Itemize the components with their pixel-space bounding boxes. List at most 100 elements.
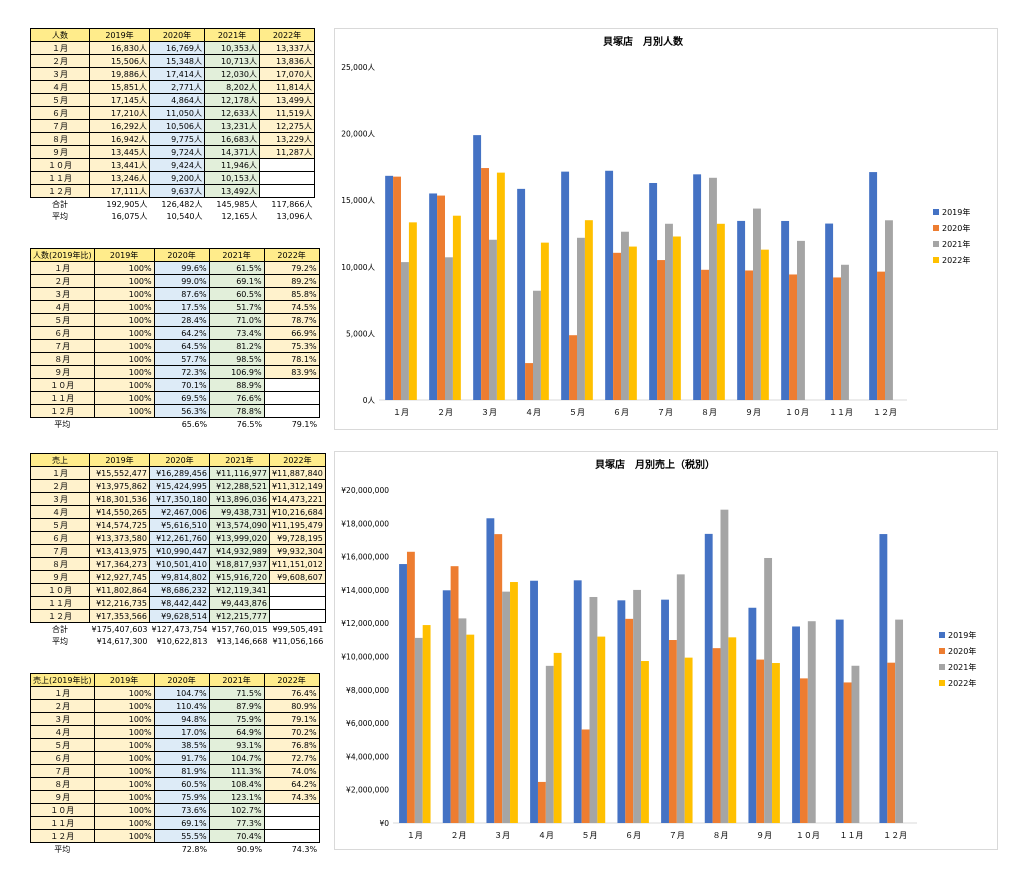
row-label: １月 (30, 686, 95, 700)
visitors-chart-panel: 貝塚店 月別人数 0人 5,000人 10,000人 15,000人 20,000人 25,… (334, 28, 998, 430)
bar-2022年-３月 (496, 172, 505, 400)
table-cell: 13,445人 (89, 145, 150, 159)
row-label: ３月 (30, 712, 95, 726)
table-cell: ¥9,443,876 (208, 596, 270, 610)
bar-2019年-１１月 (825, 223, 834, 400)
table-cell (94, 417, 155, 430)
table-cell: ¥8,686,232 (149, 583, 210, 597)
bar-2021年-６月 (633, 589, 642, 823)
table-cell: ¥9,728,195 (268, 531, 326, 545)
x-tick-label: ３月 (481, 408, 497, 417)
row-label: ４月 (30, 725, 95, 739)
table-cell (94, 842, 155, 855)
bar-2021年-５月 (577, 237, 585, 400)
legend-label: 2021年 (948, 662, 976, 672)
legend-label: 2020年 (948, 646, 976, 656)
row-label: ９月 (30, 790, 95, 804)
x-tick-label: １１月 (829, 408, 853, 417)
table-cell (263, 404, 320, 418)
y-tick-label: ¥20,000,000 (341, 486, 389, 495)
bar-2022年-８月 (716, 223, 725, 400)
bar-2022年-２月 (466, 634, 475, 823)
bar-2021年-９月 (764, 557, 773, 823)
table-cell: 2020年 (153, 673, 210, 687)
table-cell: ¥9,608,607 (268, 570, 326, 584)
bar-2019年-１１月 (835, 619, 844, 823)
table-cell: 9,424人 (149, 158, 205, 172)
x-tick-label: １０月 (785, 408, 809, 417)
table-cell: 72.8% (154, 842, 210, 855)
table-row: ９月 13,445人 9,724人 14,371人 11,287人 (30, 145, 315, 159)
table-cell: 81.2% (208, 339, 265, 353)
row-label: １２月 (30, 609, 90, 623)
table-row: ８月 ¥17,364,273 ¥10,501,410 ¥18,817,937 ¥11,1… (30, 557, 326, 571)
table-cell: 75.9% (153, 790, 210, 804)
x-tick-label: ２月 (437, 408, 453, 417)
table-cell: 2022年 (259, 28, 315, 42)
bar-2021年-２月 (445, 257, 453, 400)
table-cell: 106.9% (208, 365, 265, 379)
row-label: ６月 (30, 106, 90, 120)
table-cell: 77.3% (208, 816, 265, 830)
table-cell: 19,886人 (89, 67, 150, 81)
table-cell: 11,946人 (204, 158, 260, 172)
table-cell: 69.5% (153, 391, 210, 405)
bar-2019年-２月 (442, 590, 451, 823)
table-cell: 70.2% (263, 725, 320, 739)
bar-2021年-１０月 (797, 240, 805, 400)
table-cell: 55.5% (153, 829, 210, 843)
bar-2022年-５月 (597, 636, 606, 823)
table-cell: 8,202人 (204, 80, 260, 94)
visitors-bar-chart: 貝塚店 月別人数 0人 5,000人 10,000人 15,000人 20,000人 25,… (341, 35, 970, 417)
table-cell: 11,519人 (259, 106, 315, 120)
table-row: １１月 13,246人 9,200人 10,153人 (30, 171, 315, 185)
bar-2020年-９月 (745, 270, 753, 400)
row-label: ４月 (30, 505, 90, 519)
bar-2019年-４月 (530, 580, 538, 823)
table-cell: 126,482人 (149, 197, 205, 210)
table-cell: ¥5,616,510 (149, 518, 210, 532)
table-cell: 2021年 (208, 248, 265, 262)
bar-2021年-１０月 (807, 621, 816, 823)
table-cell: 15,851人 (89, 80, 150, 94)
bar-2020年-６月 (625, 618, 634, 823)
bar-2019年-１２月 (879, 534, 888, 823)
row-label: ８月 (30, 132, 90, 146)
y-tick-label: 25,000人 (341, 63, 375, 72)
legend-swatch (939, 664, 945, 670)
table-row: ２月 100% 99.0% 69.1% 89.2% (30, 274, 320, 288)
table-cell: 57.7% (153, 352, 210, 366)
table-cell: 83.9% (263, 365, 320, 379)
table-cell: 100% (93, 751, 155, 765)
bar-2022年-７月 (684, 657, 693, 823)
bar-2021年-１２月 (885, 220, 893, 400)
table-cell: 13,337人 (259, 41, 315, 55)
bar-2022年-４月 (540, 242, 549, 400)
bar-2021年-２月 (458, 618, 467, 823)
table-row: ５月 100% 28.4% 71.0% 78.7% (30, 313, 320, 327)
table-cell: 16,292人 (89, 119, 150, 133)
table-cell: 10,353人 (204, 41, 260, 55)
row-label: ９月 (30, 365, 95, 379)
table-cell: 74.0% (263, 764, 320, 778)
table-row: １月 ¥15,552,477 ¥16,289,456 ¥11,116,977 ¥11,8… (30, 466, 326, 480)
row-label: 平均 (30, 842, 95, 855)
table-cell: 100% (93, 378, 155, 392)
row-label: ２月 (30, 274, 95, 288)
table-cell: 15,348人 (149, 54, 205, 68)
table-cell: 76.4% (263, 686, 320, 700)
table-row: １１月 100% 69.1% 77.3% (30, 816, 320, 830)
table-cell: 13,096人 (259, 210, 315, 222)
bar-2019年-６月 (605, 170, 614, 400)
y-tick-label: ¥18,000,000 (341, 519, 389, 528)
table-cell: 100% (93, 712, 155, 726)
x-tick-label: ３月 (494, 831, 510, 840)
table-cell: 79.1% (264, 417, 320, 430)
bar-2021年-１２月 (895, 619, 904, 823)
table-cell: 17,210人 (89, 106, 150, 120)
table-cell: 74.3% (264, 842, 320, 855)
row-label: ７月 (30, 544, 90, 558)
table-footer-row: 平均 16,075人 10,540人 12,165人 13,096人 (30, 210, 315, 222)
bar-2022年-４月 (553, 652, 562, 823)
row-label: １２月 (30, 184, 90, 198)
